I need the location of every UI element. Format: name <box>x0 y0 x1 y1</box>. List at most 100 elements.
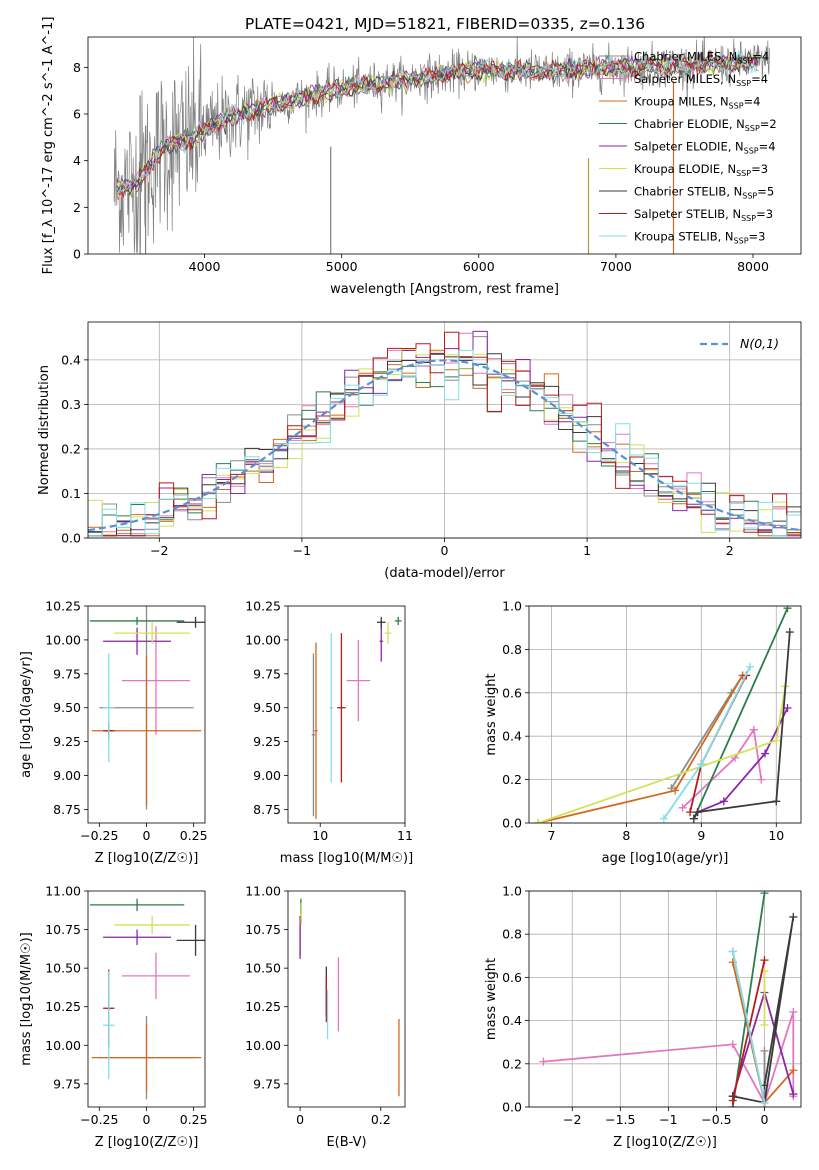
weight-line <box>537 686 787 823</box>
y-tick-label: 10.25 <box>45 599 81 614</box>
axes-frame <box>528 605 802 824</box>
weight-marker <box>785 628 794 637</box>
legend-label: Kroupa MILES, NSSP=4 <box>634 95 760 111</box>
weight-marker <box>783 606 792 613</box>
weight-marker <box>772 736 781 745</box>
y-axis-label: Normed distribution <box>37 365 52 495</box>
y-tick-label: 9.25 <box>253 734 281 749</box>
y-tick-label: 10.50 <box>245 961 281 976</box>
x-tick-label: 0 <box>143 1112 151 1127</box>
weight-marker <box>659 814 668 823</box>
age-vs-mass-panel: 10 11 8.75 9.00 9.25 9.50 9.75 10.00 10.25 mass [… <box>245 599 413 867</box>
weight-line <box>693 631 791 820</box>
x-tick-label: −1 <box>659 1112 677 1127</box>
x-tick-label: −2 <box>563 1112 581 1127</box>
x-axis-label: (data-model)/error <box>384 566 505 581</box>
x-tick-label: 0.2 <box>371 1112 391 1127</box>
mass-vs-z-panel: −0.25 0 0.25 9.75 10.00 10.25 10.50 10.75 11.00 Z… <box>19 884 208 1151</box>
weight-marker <box>789 1007 798 1016</box>
mass_vs_z-plot-area <box>89 898 205 1100</box>
y-tick-label: 9.75 <box>53 666 81 681</box>
legend-label: Kroupa STELIB, NSSP=3 <box>634 230 765 246</box>
y-tick-label: 9.00 <box>53 768 81 783</box>
y-tick-label: 0.0 <box>502 816 522 831</box>
x-tick-label: −1.5 <box>605 1112 635 1127</box>
weight-line <box>692 607 789 820</box>
massweight-vs-age-panel: 7 8 9 10 0.0 0.2 0.4 0.6 0.8 1.0 age [log10(age/yr… <box>484 599 802 866</box>
histogram-step <box>88 331 801 537</box>
legend-label: Salpeter MILES, NSSP=4 <box>634 72 768 88</box>
spectrum-model-line <box>116 50 759 197</box>
y-tick-label: 10.75 <box>45 922 81 937</box>
figure-title: PLATE=0421, MJD=51821, FIBERID=0335, z=0… <box>245 15 645 33</box>
weight-line <box>537 674 744 823</box>
y-tick-label: 9.75 <box>253 1076 281 1091</box>
axes-frame <box>287 605 406 824</box>
y-tick-label: 0.0 <box>502 1100 522 1115</box>
y-tick-label: 9.00 <box>253 768 281 783</box>
weight-marker <box>757 775 766 784</box>
y-tick-label: 0.4 <box>502 1013 522 1028</box>
x-tick-label: 8000 <box>737 259 769 274</box>
x-tick-label: 9 <box>697 828 705 843</box>
weight-line <box>732 916 795 1104</box>
legend-label: Chabrier ELODIE, NSSP=2 <box>634 117 777 133</box>
y-tick-label: 9.75 <box>253 666 281 681</box>
weight-line <box>731 951 766 1103</box>
x-tick-label: 0.25 <box>180 828 208 843</box>
weight-marker <box>772 797 781 806</box>
x-tick-label: −1 <box>293 543 311 558</box>
weight-marker <box>697 760 706 769</box>
histogram-step <box>88 349 801 537</box>
y-tick-label: 9.50 <box>253 700 281 715</box>
age_vs_z-plot-area <box>89 606 205 810</box>
x-axis-label: mass [log10(M/M☉)] <box>280 851 413 866</box>
weight-marker <box>728 947 737 956</box>
x-tick-label: 0.25 <box>180 1112 208 1127</box>
weight-marker <box>533 819 542 823</box>
weight-marker <box>789 1066 798 1075</box>
massweight-vs-z-panel: −2 −1.5 −1 −0.5 0 0.0 0.2 0.4 0.6 0.8 1.0 Z [log10(… <box>484 884 802 1150</box>
legend-label: Salpeter STELIB, NSSP=3 <box>634 207 773 223</box>
mass-vs-ebv-panel: 0 0.2 9.75 10.00 10.25 10.50 10.75 11.00 E(B-V) <box>245 884 406 1150</box>
weight-marker <box>760 891 769 898</box>
y-tick-label: 0.6 <box>502 685 522 700</box>
x-tick-label: 7 <box>548 828 556 843</box>
y-tick-label: 0.8 <box>502 642 522 657</box>
weight-line <box>731 962 794 1105</box>
age_vs_mass-plot-area <box>311 616 402 819</box>
y-tick-label: 0.8 <box>502 927 522 942</box>
y-tick-label: 0.2 <box>61 441 81 456</box>
x-axis-label: Z [log10(Z/Z☉)] <box>95 851 199 866</box>
weight-marker <box>686 808 695 817</box>
y-tick-label: 10.00 <box>245 632 281 647</box>
weight-marker <box>783 703 792 712</box>
weight-marker <box>671 786 680 795</box>
y-tick-label: 10.50 <box>45 961 81 976</box>
mass_vs_ebv-plot-area <box>299 898 400 1097</box>
y-tick-label: 0.4 <box>61 352 81 367</box>
weight-marker <box>760 1081 769 1090</box>
legend-label: Kroupa ELODIE, NSSP=3 <box>634 162 768 178</box>
weight-marker <box>760 1098 769 1107</box>
weight-marker <box>678 803 687 812</box>
y-tick-label: 0.4 <box>502 729 522 744</box>
x-tick-label: 0 <box>761 1112 769 1127</box>
weight-line <box>697 707 789 813</box>
y-axis-label: mass weight <box>484 673 499 755</box>
x-axis-label: E(B-V) <box>326 1135 366 1150</box>
x-tick-label: −2 <box>150 543 168 558</box>
weight-marker <box>789 912 798 921</box>
y-tick-label: 0.1 <box>61 486 81 501</box>
legend-label: Salpeter ELODIE, NSSP=4 <box>634 140 776 156</box>
x-tick-label: 0 <box>296 1112 304 1127</box>
weight-marker <box>719 797 728 806</box>
y-tick-label: 11.00 <box>45 884 81 899</box>
y-tick-label: 10.25 <box>245 599 281 614</box>
x-tick-label: 6000 <box>463 259 495 274</box>
x-tick-label: 2 <box>726 543 734 558</box>
weight-marker <box>746 662 755 671</box>
y-axis-label: Flux [f_λ 10^-17 erg cm^-2 s^-1 A^-1] <box>41 17 56 275</box>
weight-marker <box>539 1057 548 1066</box>
